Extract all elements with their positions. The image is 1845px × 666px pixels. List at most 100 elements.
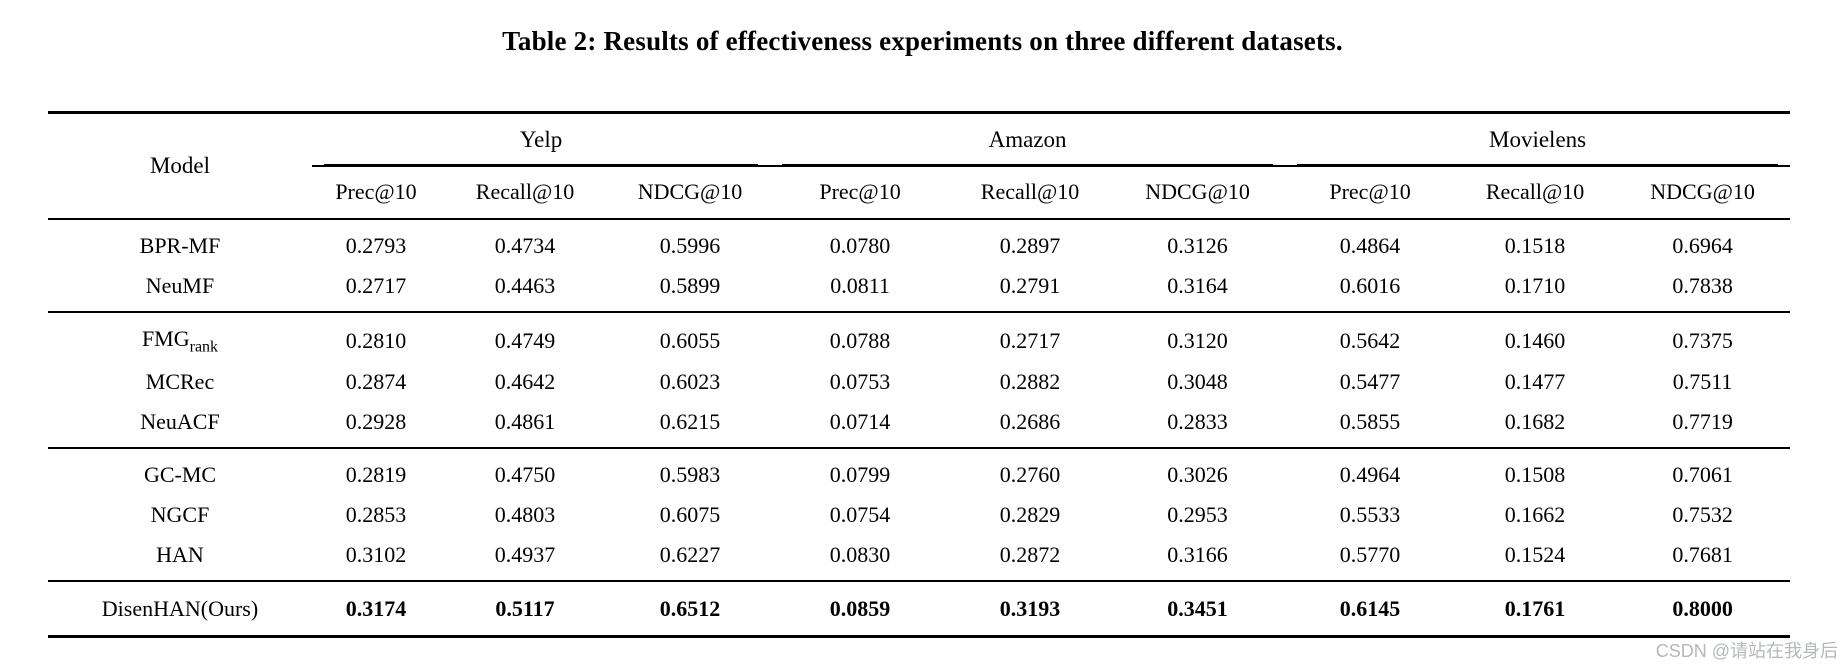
cell-value: 0.2953: [1167, 502, 1228, 528]
cell-value: 0.7532: [1672, 502, 1733, 528]
cell-value: 0.0788: [829, 327, 891, 353]
table-row-fmg-rank: FMGrank 0.2810 0.4749 0.6055 0.0788 0.27…: [48, 312, 1790, 362]
cell-value: 0.1524: [1455, 535, 1616, 583]
table-row-han: HAN 0.3102 0.4937 0.6227 0.0830 0.2872 0…: [48, 535, 1791, 583]
group-header-amazon: Amazon: [770, 112, 1286, 167]
cell-value: 0.7838: [1615, 266, 1791, 313]
model-name: NGCF: [150, 502, 210, 528]
cell-value: 0.2793: [345, 233, 407, 258]
model-name: MCRec: [145, 369, 215, 395]
cell-value: 0.2760: [999, 462, 1061, 488]
csdn-watermark: CSDN @请站在我身后: [1655, 641, 1838, 661]
cell-value: 0.6075: [659, 502, 721, 528]
cell-value: 0.5996: [659, 233, 721, 258]
cell-value: 0.2810: [345, 327, 407, 353]
table-row-gc-mc: GC-MC 0.2819 0.4750 0.5983 0.0799 0.2760…: [48, 448, 1790, 495]
cell-value: 0.7375: [1672, 327, 1733, 353]
col-header-yelp-ndcg: NDCG@10: [610, 166, 771, 220]
group-label-yelp: Yelp: [324, 126, 759, 165]
cell-value: 0.2882: [999, 369, 1061, 395]
cell-value: 0.2686: [950, 402, 1111, 450]
cell-value: 0.4463: [440, 266, 610, 313]
cell-value: 0.6145: [1285, 581, 1456, 639]
model-name: NeuMF: [48, 266, 312, 313]
cell-value: 0.2791: [950, 266, 1111, 313]
col-header-amazon-prec: Prec@10: [770, 166, 951, 220]
cell-value: 0.1518: [1504, 233, 1566, 258]
cell-value: 0.2853: [345, 502, 407, 528]
cell-value: 0.3026: [1167, 462, 1228, 488]
cell-value: 0.0811: [770, 266, 951, 313]
cell-value: 0.2928: [312, 402, 440, 450]
group-header-movielens: Movielens: [1285, 112, 1791, 167]
cell-value: 0.0830: [770, 535, 951, 583]
cell-value: 0.4749: [494, 327, 556, 353]
cell-value: 0.0780: [829, 233, 891, 258]
cell-value: 0.5983: [659, 462, 721, 488]
cell-value: 0.5855: [1285, 402, 1456, 450]
cell-value: 0.4734: [494, 233, 556, 258]
cell-value: 0.3126: [1167, 233, 1228, 258]
cell-value: 0.4642: [494, 369, 556, 395]
cell-value: 0.2829: [999, 502, 1061, 528]
cell-value: 0.6227: [610, 535, 771, 583]
table-row-neuacf: NeuACF 0.2928 0.4861 0.6215 0.0714 0.268…: [48, 402, 1791, 450]
cell-value: 0.6964: [1672, 233, 1733, 258]
cell-value: 0.2819: [345, 462, 407, 488]
cell-value: 0.6215: [610, 402, 771, 450]
cell-value: 0.3102: [312, 535, 440, 583]
table-caption: Table 2: Results of effectiveness experi…: [502, 26, 1343, 56]
cell-value: 0.3193: [950, 581, 1111, 639]
cell-value: 0.7511: [1672, 369, 1733, 395]
cell-value: 0.7061: [1672, 462, 1733, 488]
model-name: DisenHAN(Ours): [48, 581, 312, 639]
cell-value: 0.6023: [659, 369, 721, 395]
cell-value: 0.7681: [1615, 535, 1791, 583]
cell-value: 0.1460: [1504, 327, 1566, 353]
cell-value: 0.4750: [494, 462, 556, 488]
table-row-ngcf: NGCF 0.2853 0.4803 0.6075 0.0754 0.2829 …: [48, 495, 1790, 535]
cell-value: 0.0859: [770, 581, 951, 639]
cell-value: 0.5642: [1339, 327, 1401, 353]
table-row-disenhan-ours: DisenHAN(Ours) 0.3174 0.5117 0.6512 0.08…: [48, 581, 1791, 639]
cell-value: 0.0754: [829, 502, 891, 528]
cell-value: 0.1508: [1504, 462, 1566, 488]
cell-value: 0.3048: [1167, 369, 1228, 395]
cell-value: 0.5770: [1285, 535, 1456, 583]
group-label-amazon: Amazon: [782, 126, 1274, 165]
cell-value: 0.2874: [345, 369, 407, 395]
cell-value: 0.2717: [312, 266, 440, 313]
table-row-bpr-mf: BPR-MF 0.2793 0.4734 0.5996 0.0780 0.289…: [48, 219, 1790, 266]
group-label-movielens: Movielens: [1297, 126, 1779, 165]
table-row-mcrec: MCRec 0.2874 0.4642 0.6023 0.0753 0.2882…: [48, 362, 1790, 402]
model-name: FMGrank: [141, 326, 219, 356]
model-name: GC-MC: [143, 462, 217, 488]
cell-value: 0.1710: [1455, 266, 1616, 313]
cell-value: 0.1761: [1455, 581, 1616, 639]
cell-value: 0.2717: [999, 327, 1061, 353]
group-header-row: Model Yelp Amazon Movielens: [48, 112, 1791, 220]
cell-value: 0.4861: [440, 402, 610, 450]
results-table: Model Yelp Amazon Movielens Prec@10 Reca…: [48, 111, 1791, 639]
metric-header-row: Prec@10 Recall@10 NDCG@10 Prec@10 Recall…: [48, 166, 1791, 220]
cell-value: 0.5533: [1339, 502, 1401, 528]
cell-value: 0.4937: [440, 535, 610, 583]
model-name: BPR-MF: [139, 233, 221, 258]
cell-value: 0.3164: [1110, 266, 1286, 313]
cell-value: 0.4964: [1339, 462, 1401, 488]
cell-value: 0.0753: [829, 369, 891, 395]
cell-value: 0.2872: [950, 535, 1111, 583]
table-row-neumf: NeuMF 0.2717 0.4463 0.5899 0.0811 0.2791…: [48, 266, 1791, 313]
cell-value: 0.2897: [999, 233, 1061, 258]
cell-value: 0.8000: [1615, 581, 1791, 639]
cell-value: 0.7719: [1615, 402, 1791, 450]
cell-value: 0.5477: [1339, 369, 1401, 395]
group-header-yelp: Yelp: [312, 112, 771, 167]
col-header-movielens-prec: Prec@10: [1285, 166, 1456, 220]
cell-value: 0.2833: [1110, 402, 1286, 450]
model-name: HAN: [48, 535, 312, 583]
cell-value: 0.5117: [440, 581, 610, 639]
cell-value: 0.4864: [1339, 233, 1401, 258]
model-name: NeuACF: [48, 402, 312, 450]
